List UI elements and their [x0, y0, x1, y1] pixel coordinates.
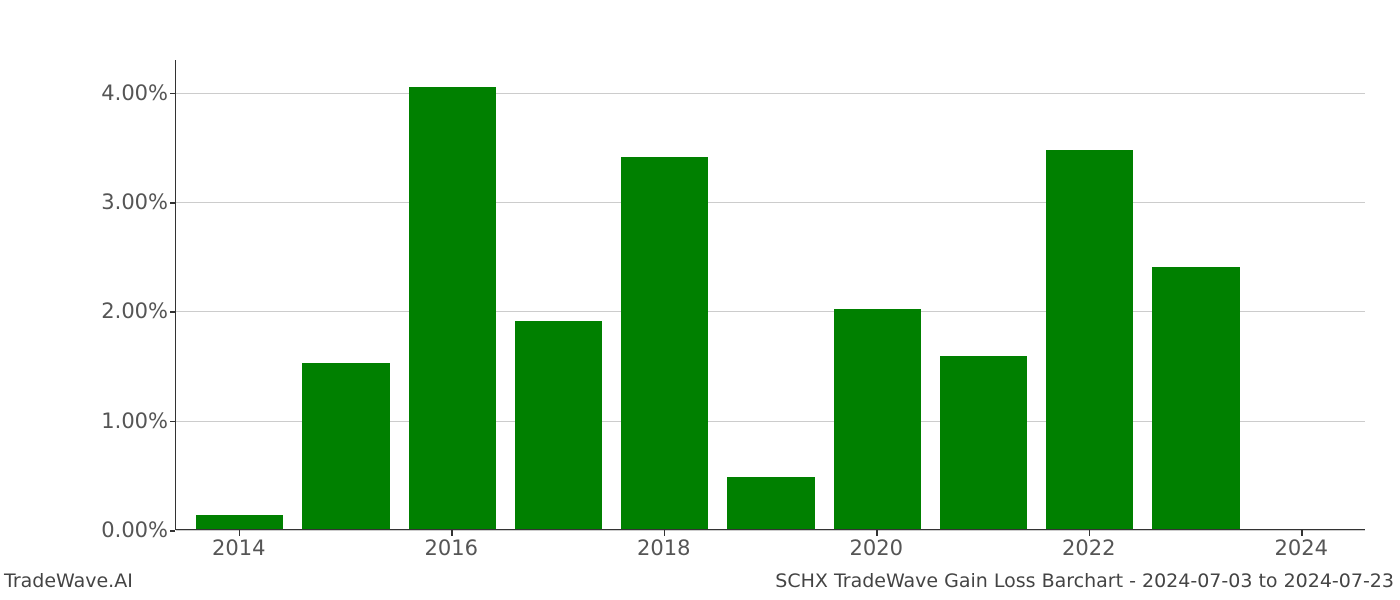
y-tick-label: 0.00%: [101, 518, 168, 542]
footer-right-label: SCHX TradeWave Gain Loss Barchart - 2024…: [775, 570, 1394, 592]
bar-2023: [1152, 267, 1239, 529]
x-tick-mark: [1301, 530, 1303, 536]
x-tick-label: 2018: [637, 536, 690, 560]
gridline: [176, 202, 1365, 203]
y-tick-mark: [170, 93, 175, 95]
bar-2017: [515, 321, 602, 529]
bar-2019: [727, 477, 814, 529]
x-tick-label: 2022: [1062, 536, 1115, 560]
y-tick-mark: [170, 530, 175, 532]
y-tick-label: 2.00%: [101, 299, 168, 323]
y-tick-label: 3.00%: [101, 190, 168, 214]
bar-2022: [1046, 150, 1133, 529]
gridline: [176, 530, 1365, 531]
x-tick-label: 2016: [425, 536, 478, 560]
x-tick-mark: [1089, 530, 1091, 536]
y-tick-mark: [170, 202, 175, 204]
y-tick-label: 4.00%: [101, 81, 168, 105]
x-tick-label: 2014: [212, 536, 265, 560]
plot-area: [175, 60, 1365, 530]
bar-2015: [302, 363, 389, 529]
x-tick-label: 2020: [850, 536, 903, 560]
bar-2014: [196, 515, 283, 529]
chart-container: 0.00% 1.00% 2.00% 3.00% 4.00% 2014 2016 2018 20…: [0, 0, 1400, 600]
x-tick-mark: [239, 530, 241, 536]
bar-2016: [409, 87, 496, 529]
footer-left-label: TradeWave.AI: [4, 570, 133, 592]
x-tick-mark: [664, 530, 666, 536]
x-tick-mark: [876, 530, 878, 536]
y-tick-label: 1.00%: [101, 409, 168, 433]
gridline: [176, 93, 1365, 94]
y-tick-mark: [170, 311, 175, 313]
x-tick-mark: [451, 530, 453, 536]
y-tick-mark: [170, 421, 175, 423]
bar-2021: [940, 356, 1027, 529]
bar-2018: [621, 157, 708, 529]
x-tick-label: 2024: [1275, 536, 1328, 560]
bar-2020: [834, 309, 921, 529]
